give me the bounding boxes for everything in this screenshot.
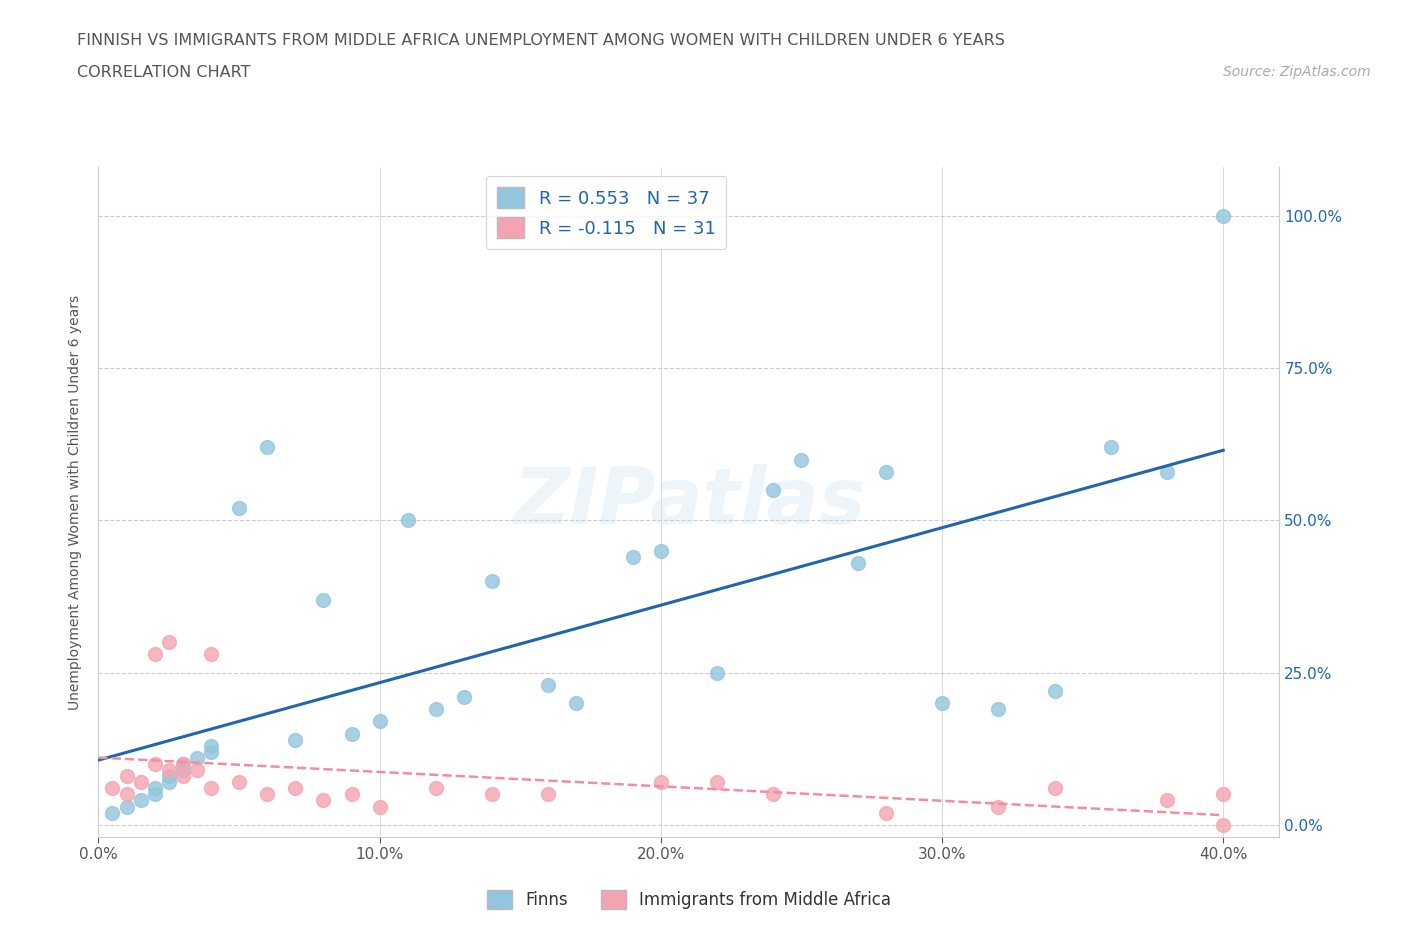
Point <box>129 775 152 790</box>
Text: CORRELATION CHART: CORRELATION CHART <box>77 65 250 80</box>
Point <box>143 781 166 796</box>
Point <box>1212 208 1234 223</box>
Point <box>284 781 307 796</box>
Point <box>312 592 335 607</box>
Point <box>481 574 503 589</box>
Text: ZIPatlas: ZIPatlas <box>513 464 865 540</box>
Point <box>650 775 672 790</box>
Point <box>1156 464 1178 479</box>
Point <box>846 555 869 570</box>
Point <box>312 793 335 808</box>
Point <box>987 702 1010 717</box>
Point <box>115 787 138 802</box>
Point <box>172 756 194 771</box>
Point <box>340 726 363 741</box>
Point <box>200 738 222 753</box>
Point <box>762 787 785 802</box>
Point <box>875 805 897 820</box>
Point <box>1043 684 1066 698</box>
Point <box>115 799 138 814</box>
Point <box>200 744 222 759</box>
Point <box>706 775 728 790</box>
Point <box>143 787 166 802</box>
Y-axis label: Unemployment Among Women with Children Under 6 years: Unemployment Among Women with Children U… <box>69 295 83 710</box>
Point <box>650 543 672 558</box>
Text: FINNISH VS IMMIGRANTS FROM MIDDLE AFRICA UNEMPLOYMENT AMONG WOMEN WITH CHILDREN : FINNISH VS IMMIGRANTS FROM MIDDLE AFRICA… <box>77 33 1005 47</box>
Point <box>228 775 250 790</box>
Point <box>157 635 180 650</box>
Point <box>157 769 180 784</box>
Point <box>101 781 124 796</box>
Point <box>143 756 166 771</box>
Point <box>186 763 208 777</box>
Point <box>284 732 307 747</box>
Point <box>453 689 475 704</box>
Point <box>1043 781 1066 796</box>
Point <box>368 714 391 729</box>
Point <box>790 452 813 467</box>
Point <box>256 440 278 455</box>
Point <box>256 787 278 802</box>
Point <box>172 769 194 784</box>
Point <box>340 787 363 802</box>
Point <box>481 787 503 802</box>
Point <box>368 799 391 814</box>
Point <box>396 513 419 528</box>
Point <box>172 763 194 777</box>
Point <box>115 769 138 784</box>
Text: Source: ZipAtlas.com: Source: ZipAtlas.com <box>1223 65 1371 79</box>
Point <box>621 550 644 565</box>
Point <box>1156 793 1178 808</box>
Point <box>1099 440 1122 455</box>
Point <box>1212 787 1234 802</box>
Point <box>931 696 953 711</box>
Point <box>762 483 785 498</box>
Point <box>200 647 222 662</box>
Point <box>425 702 447 717</box>
Point <box>172 756 194 771</box>
Legend: Finns, Immigrants from Middle Africa: Finns, Immigrants from Middle Africa <box>479 884 898 916</box>
Point <box>129 793 152 808</box>
Point <box>1212 817 1234 832</box>
Point <box>706 665 728 680</box>
Point <box>425 781 447 796</box>
Point <box>537 787 560 802</box>
Point <box>200 781 222 796</box>
Point <box>565 696 588 711</box>
Point <box>987 799 1010 814</box>
Point <box>875 464 897 479</box>
Point <box>157 775 180 790</box>
Point <box>101 805 124 820</box>
Point <box>537 677 560 692</box>
Point <box>186 751 208 765</box>
Point <box>143 647 166 662</box>
Point <box>228 501 250 516</box>
Point <box>157 763 180 777</box>
